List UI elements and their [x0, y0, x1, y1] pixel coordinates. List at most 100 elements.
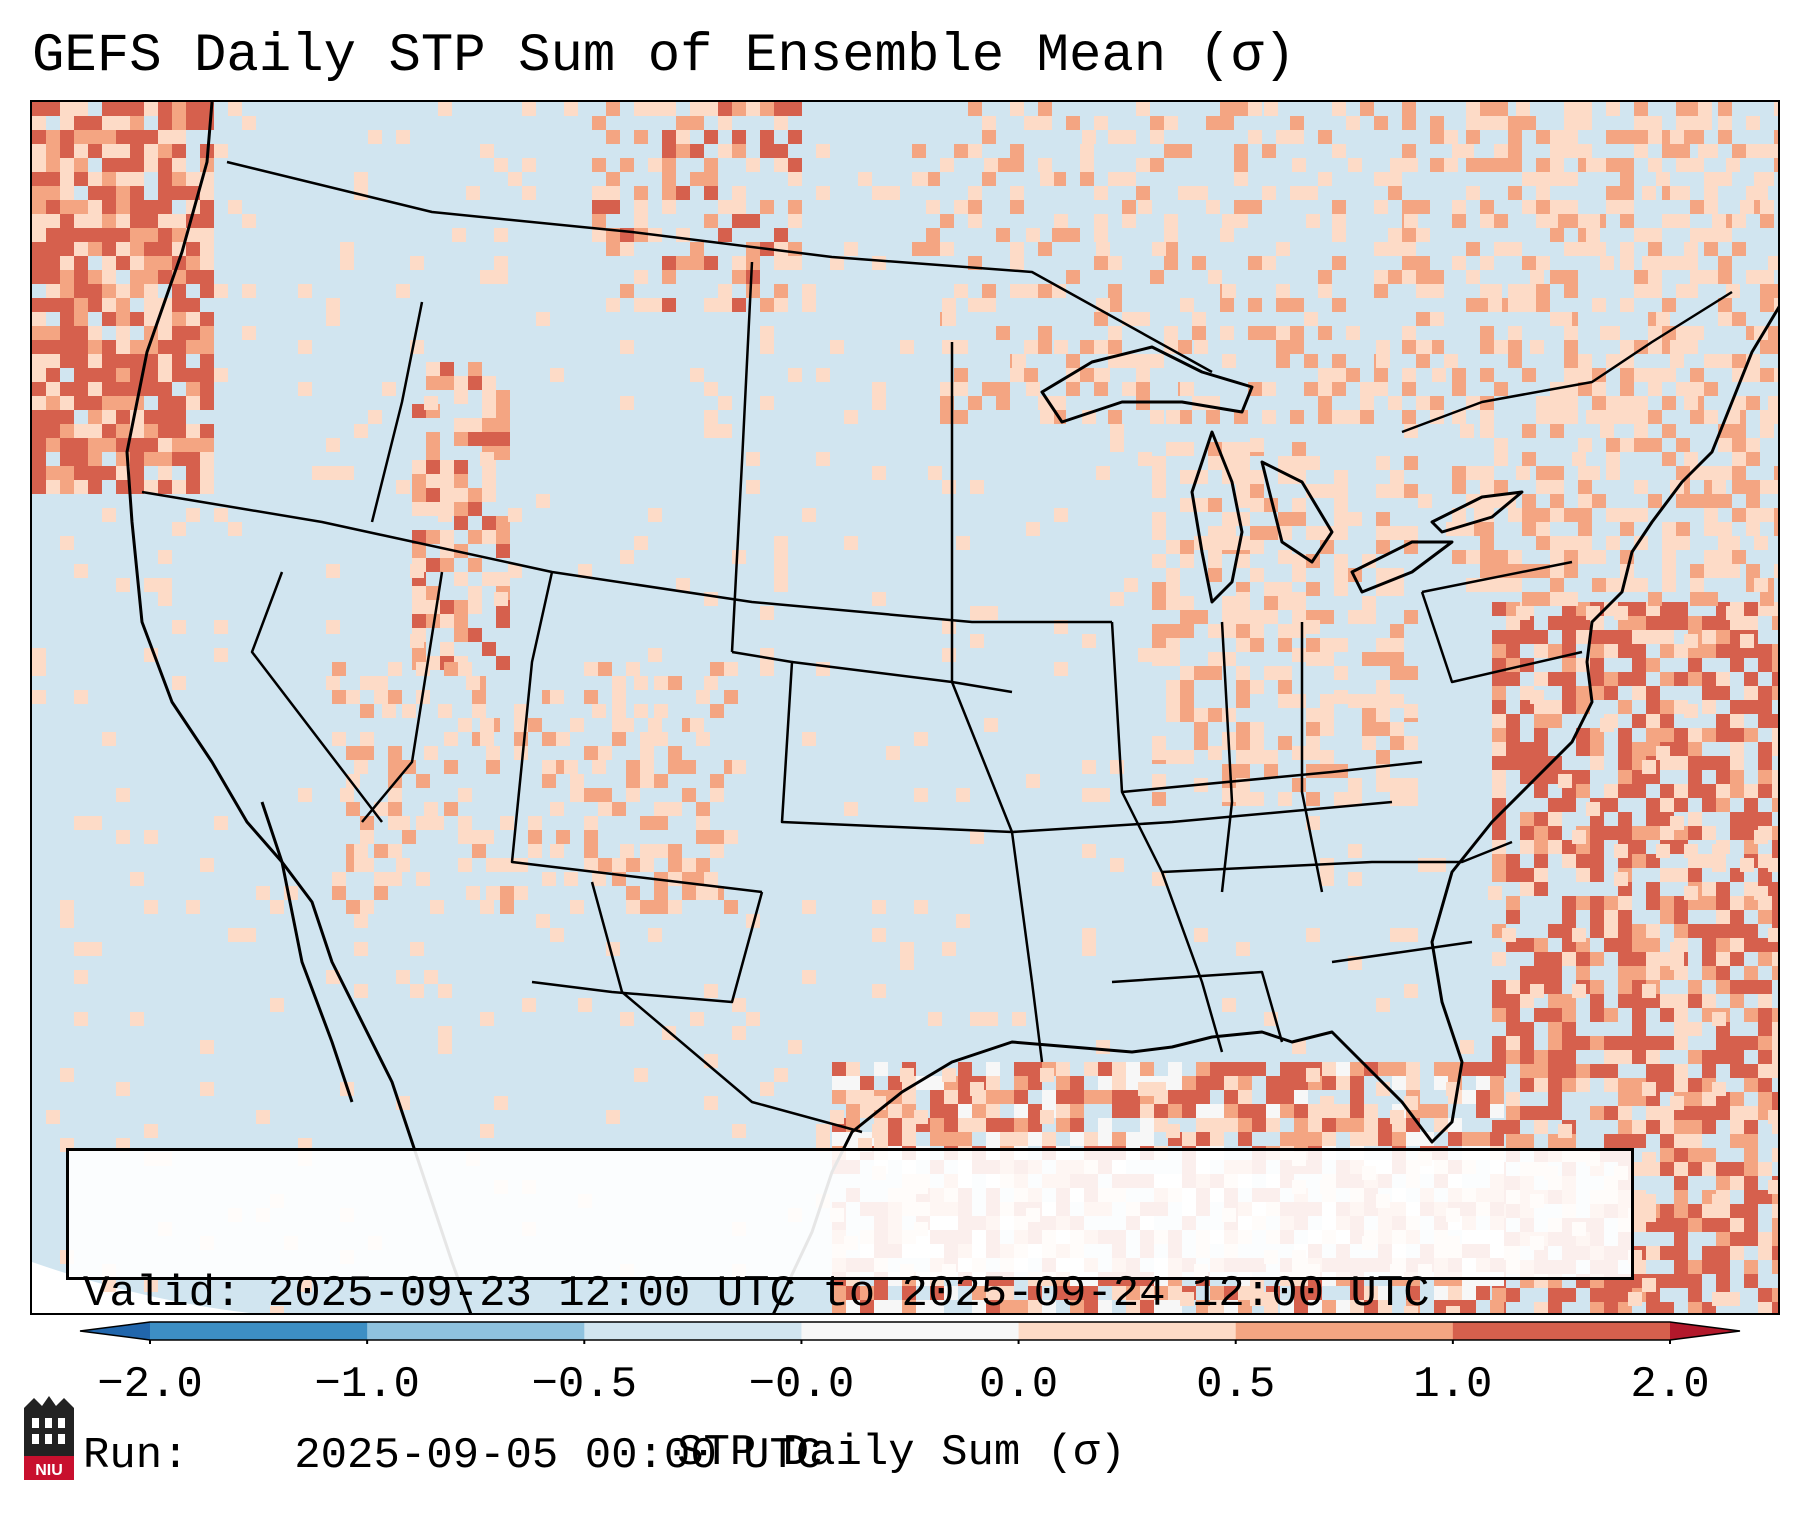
field-cell	[32, 256, 46, 270]
field-cell	[1404, 484, 1418, 498]
field-cell	[1452, 214, 1466, 228]
field-cell	[332, 872, 346, 886]
field-cell	[1278, 638, 1292, 652]
field-cell	[482, 418, 496, 432]
field-cell	[1634, 438, 1648, 452]
field-cell	[480, 270, 494, 284]
field-cell	[662, 186, 676, 200]
field-cell	[1660, 672, 1674, 686]
field-cell	[1730, 1218, 1744, 1232]
field-cell	[88, 214, 102, 228]
field-cell	[1066, 382, 1080, 396]
field-cell	[1732, 396, 1746, 410]
field-cell	[1402, 242, 1416, 256]
field-cell	[1604, 896, 1618, 910]
field-cell	[956, 914, 970, 928]
field-cell	[972, 1300, 986, 1313]
field-cell	[704, 298, 718, 312]
field-cell	[1250, 470, 1264, 484]
field-cell	[444, 662, 458, 676]
field-cell	[1236, 494, 1250, 508]
field-cell	[802, 298, 816, 312]
field-cell	[1676, 522, 1690, 536]
field-cell	[1208, 270, 1222, 284]
field-cell	[1070, 1090, 1084, 1104]
field-cell	[1138, 1082, 1152, 1096]
field-cell	[958, 1076, 972, 1090]
field-cell	[1676, 536, 1690, 550]
field-cell	[74, 312, 88, 326]
field-cell	[1592, 578, 1606, 592]
field-cell	[1576, 896, 1590, 910]
field-cell	[60, 438, 74, 452]
field-cell	[696, 690, 710, 704]
field-cell	[158, 312, 172, 326]
field-cell	[1480, 214, 1494, 228]
field-cell	[860, 1104, 874, 1118]
field-cell	[1674, 994, 1688, 1008]
field-cell	[1292, 466, 1306, 480]
field-cell	[626, 788, 640, 802]
field-cell	[954, 340, 968, 354]
field-cell	[1564, 270, 1578, 284]
field-cell	[1548, 714, 1562, 728]
field-cell	[1674, 1064, 1688, 1078]
field-cell	[1098, 1300, 1112, 1313]
field-cell	[1688, 1092, 1702, 1106]
field-cell	[1520, 1106, 1534, 1120]
field-cell	[1772, 784, 1778, 798]
field-cell	[1222, 214, 1236, 228]
field-cell	[982, 116, 996, 130]
field-cell	[584, 858, 598, 872]
field-cell	[1466, 130, 1480, 144]
field-cell	[1480, 522, 1494, 536]
field-cell	[486, 746, 500, 760]
field-cell	[1606, 396, 1620, 410]
field-cell	[1250, 540, 1264, 554]
field-cell	[1702, 938, 1716, 952]
field-cell	[1550, 578, 1564, 592]
field-cell	[1744, 602, 1758, 616]
field-cell	[1704, 186, 1718, 200]
field-cell	[1758, 910, 1772, 924]
field-cell	[1690, 326, 1704, 340]
field-cell	[158, 466, 172, 480]
field-cell	[1760, 270, 1774, 284]
field-cell	[942, 620, 956, 634]
field-cell	[1350, 1286, 1364, 1300]
field-cell	[1388, 396, 1402, 410]
field-cell	[466, 886, 480, 900]
field-cell	[1620, 200, 1634, 214]
field-cell	[1126, 1076, 1140, 1090]
field-cell	[1336, 1076, 1350, 1090]
field-cell	[1262, 326, 1276, 340]
field-cell	[1688, 1148, 1702, 1162]
field-cell	[1548, 812, 1562, 826]
field-cell	[1590, 854, 1604, 868]
field-cell	[1250, 526, 1264, 540]
field-cell	[1662, 298, 1676, 312]
field-cell	[1136, 186, 1150, 200]
field-cell	[528, 830, 542, 844]
field-cell	[298, 284, 312, 298]
field-cell	[60, 270, 74, 284]
field-cell	[1492, 672, 1506, 686]
field-cell	[1648, 410, 1662, 424]
field-cell	[690, 242, 704, 256]
field-cell	[1702, 686, 1716, 700]
field-cell	[144, 900, 158, 914]
field-cell	[1536, 508, 1550, 522]
field-cell	[1520, 742, 1534, 756]
field-cell	[1166, 750, 1180, 764]
field-cell	[486, 760, 500, 774]
field-cell	[1182, 1076, 1196, 1090]
field-cell	[424, 970, 438, 984]
field-cell	[654, 844, 668, 858]
field-cell	[1732, 424, 1746, 438]
field-cell	[74, 214, 88, 228]
field-cell	[1460, 424, 1474, 438]
field-cell	[944, 1104, 958, 1118]
field-cell	[1308, 1104, 1322, 1118]
field-cell	[270, 900, 284, 914]
field-cell	[1236, 592, 1250, 606]
